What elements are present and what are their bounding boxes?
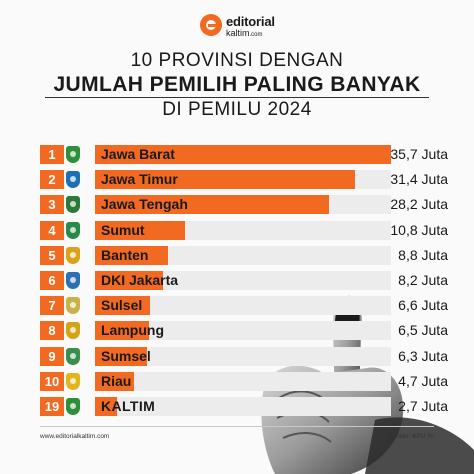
province-label: KALTIM: [101, 398, 156, 414]
bar-row: 1 Jawa Barat 35,7 Juta: [40, 145, 460, 164]
bar-track: [95, 170, 391, 190]
bar-background: [95, 296, 391, 316]
bar-row: 2 Jawa Timur 31,4 Juta: [40, 170, 460, 190]
banten-emblem-icon: [66, 246, 80, 264]
brand-name: editorial: [226, 14, 275, 29]
bar: [95, 397, 118, 416]
bar-track: [95, 346, 391, 366]
value-label: 2,7 Juta: [398, 398, 448, 414]
rank-badge: 2: [40, 170, 64, 190]
rank-badge: 6: [40, 271, 64, 290]
brand-sub-domain: .com: [249, 32, 263, 38]
rank-badge: 3: [40, 195, 64, 215]
province-label: Riau: [101, 372, 132, 389]
value-label: 8,2 Juta: [398, 272, 448, 288]
north-sumatra-emblem-icon: [66, 221, 80, 239]
title-line-1: 10 PROVINSI DENGAN: [130, 50, 344, 71]
value-label: 4,7 Juta: [398, 372, 448, 389]
bar-background: [95, 397, 391, 416]
west-java-emblem-icon: [66, 146, 80, 163]
south-sulawesi-emblem-icon: [66, 297, 80, 315]
value-label: 6,3 Juta: [398, 347, 448, 364]
rank-badge: 8: [40, 321, 64, 341]
east-kalimantan-emblem-icon: [66, 398, 80, 415]
rank-badge: 9: [40, 346, 64, 366]
bar-track: [95, 296, 391, 316]
bar: [95, 271, 163, 290]
title-line-3: DI PEMILU 2024: [162, 99, 312, 120]
footer-source: Sumber: KPU RI: [385, 433, 434, 440]
title-line-2: JUMLAH PEMILIH PALING BANYAK: [53, 73, 421, 96]
value-label: 8,8 Juta: [398, 246, 448, 263]
rank-badge: 7: [40, 296, 64, 316]
lampung-emblem-icon: [66, 322, 80, 340]
bar-row: 5 Banten 8,8 Juta: [40, 245, 460, 265]
rank-badge: 19: [40, 397, 64, 416]
rank-badge: 10: [40, 371, 64, 391]
value-label: 28,2 Juta: [390, 196, 448, 213]
bar-track: [95, 271, 391, 290]
bar-track: [95, 397, 391, 416]
province-label: Banten: [101, 246, 149, 263]
bar-track: [95, 245, 391, 265]
south-sumatra-emblem-icon: [66, 347, 80, 365]
bar-row: 10 Riau 4,7 Juta: [40, 371, 460, 391]
bar: [95, 371, 134, 391]
bar-row: 8 Lampung 6,5 Juta: [40, 321, 460, 341]
title-divider: [45, 97, 429, 98]
province-label: Sumsel: [101, 347, 151, 364]
bar-track: [95, 145, 391, 164]
value-label: 6,6 Juta: [398, 297, 448, 314]
bar-track: [95, 195, 391, 215]
rank-badge: 4: [40, 220, 64, 240]
province-label: Jawa Timur: [101, 171, 178, 188]
bar: [95, 321, 149, 341]
central-java-emblem-icon: [66, 196, 80, 214]
east-java-emblem-icon: [66, 171, 80, 189]
bar: [95, 346, 148, 366]
jakarta-emblem-icon: [66, 272, 80, 289]
bar-track: [95, 321, 391, 341]
bar-background: [95, 271, 391, 290]
rank-badge: 5: [40, 245, 64, 265]
province-label: Jawa Barat: [101, 146, 175, 162]
value-label: 31,4 Juta: [390, 171, 448, 188]
bar-row: 3 Jawa Tengah 28,2 Juta: [40, 195, 460, 215]
brand-sub-text: kaltim: [226, 28, 250, 38]
brand-logo: editorial kaltim.com: [200, 12, 290, 40]
bar: [95, 220, 185, 240]
riau-emblem-icon: [66, 372, 80, 390]
bar-row: 9 Sumsel 6,3 Juta: [40, 346, 460, 366]
province-label: Jawa Tengah: [101, 196, 188, 213]
province-label: Sumut: [101, 221, 145, 238]
value-label: 10,8 Juta: [390, 221, 448, 238]
footer-divider: [40, 426, 434, 427]
brand-mark-icon: [200, 14, 222, 36]
bar-row: 19 KALTIM 2,7 Juta: [40, 397, 460, 416]
bar-row: 7 Sulsel 6,6 Juta: [40, 296, 460, 316]
rank-badge: 1: [40, 145, 64, 164]
province-label: DKI Jakarta: [101, 272, 179, 288]
bar-row: 4 Sumut 10,8 Juta: [40, 220, 460, 240]
bar-background: [95, 245, 391, 265]
bar: [95, 170, 356, 190]
footer-website: www.editorialkaltim.com: [40, 433, 110, 440]
brand-sub: kaltim.com: [226, 28, 263, 38]
bar-track: [95, 371, 391, 391]
bar-row: 6 DKI Jakarta 8,2 Juta: [40, 271, 460, 290]
bar-track: [95, 220, 391, 240]
value-label: 6,5 Juta: [398, 322, 448, 339]
bar: [95, 145, 391, 164]
bar: [95, 296, 150, 316]
bar-background: [95, 321, 391, 341]
bar: [95, 245, 168, 265]
province-label: Lampung: [101, 322, 164, 339]
bar: [95, 195, 329, 215]
bar-background: [95, 371, 391, 391]
value-label: 35,7 Juta: [390, 146, 448, 162]
bar-background: [95, 346, 391, 366]
province-label: Sulsel: [101, 297, 143, 314]
